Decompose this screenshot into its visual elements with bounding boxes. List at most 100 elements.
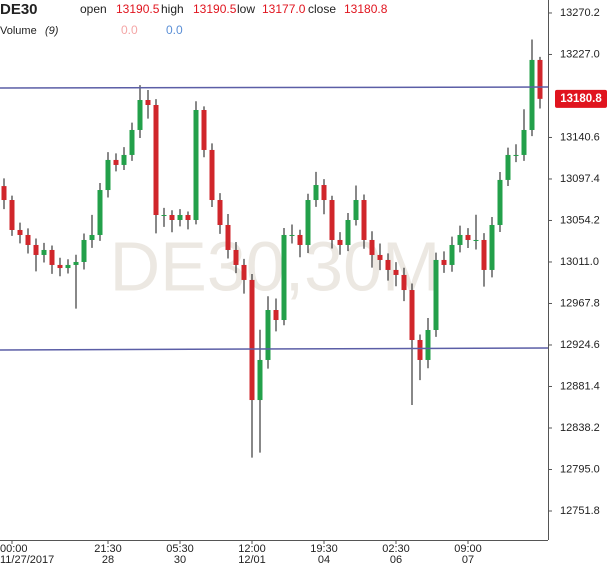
header-label: high: [161, 2, 184, 16]
x-tick-label: 05:30: [166, 543, 194, 555]
candle-body: [73, 261, 79, 265]
candle-body: [241, 264, 247, 280]
candle-body: [417, 339, 423, 360]
candle-body: [289, 234, 295, 236]
candle-body: [233, 249, 239, 265]
candle-body: [441, 259, 447, 265]
candle-body: [281, 234, 287, 321]
x-tick-sublabel: 04: [318, 554, 330, 566]
header-value: 13177.0: [262, 2, 306, 16]
candle-body: [409, 290, 415, 340]
header-label: close: [308, 2, 336, 16]
candle-body: [329, 200, 335, 240]
y-tick-label: 12838.2: [560, 422, 600, 434]
y-tick-label: 13140.6: [560, 131, 600, 143]
candle-body: [505, 154, 511, 180]
candle-body: [337, 239, 343, 245]
candle-body: [201, 109, 207, 150]
x-tick-label: 21:30: [94, 543, 122, 555]
candle-body: [449, 244, 455, 265]
candle-body: [393, 269, 399, 275]
candle-body: [81, 239, 87, 262]
candle-body: [49, 249, 55, 265]
watermark: DE30,30M: [110, 227, 441, 305]
candle-body: [249, 279, 255, 401]
candle-body: [41, 249, 47, 255]
x-tick-sublabel: 06: [390, 554, 402, 566]
candle-body: [177, 215, 183, 220]
y-tick-label: 13227.0: [560, 48, 600, 60]
candle-body: [57, 264, 63, 269]
candle-body: [225, 224, 231, 250]
x-tick-sublabel: 30: [174, 554, 186, 566]
candle-body: [497, 179, 503, 225]
chart-title: DE30: [0, 1, 38, 18]
volume-value: 0.0: [121, 23, 138, 37]
price-badge-label: 13180.8: [560, 93, 602, 105]
header-value: 13190.5: [116, 2, 160, 16]
candle-body: [17, 229, 23, 235]
candle-body: [273, 310, 279, 321]
candle-body: [209, 149, 215, 201]
candle-body: [385, 259, 391, 270]
candle-body: [193, 109, 199, 220]
header-value: 13190.5: [193, 2, 237, 16]
x-tick-sublabel: 12/01: [238, 554, 266, 566]
x-tick-sublabel: 11/27/2017: [0, 554, 54, 566]
y-tick-label: 12795.0: [560, 463, 600, 475]
candle-body: [377, 254, 383, 260]
candle-body: [1, 186, 7, 201]
candle-body: [65, 264, 71, 269]
candle-body: [9, 200, 15, 230]
candle-body: [425, 329, 431, 360]
candle-body: [265, 310, 271, 360]
y-tick-label: 12967.8: [560, 297, 600, 309]
candle-body: [161, 215, 167, 217]
x-tick-label: 00:00: [0, 543, 28, 555]
y-tick-label: 13011.0: [560, 256, 599, 268]
candle-body: [153, 105, 159, 216]
candle-body: [169, 215, 175, 220]
y-tick-label: 13054.2: [560, 214, 600, 226]
volume-value: 0.0: [166, 23, 183, 37]
candle-body: [137, 100, 143, 130]
candle-body: [433, 259, 439, 330]
y-tick-label: 13097.4: [560, 173, 600, 185]
volume-label: Volume: [0, 25, 37, 37]
trend-line: [0, 347, 549, 351]
candle-body: [121, 154, 127, 165]
candle-body: [513, 154, 519, 156]
candle-body: [97, 190, 103, 235]
candle-body: [473, 239, 479, 241]
candle-body: [257, 359, 263, 401]
candle-body: [481, 239, 487, 270]
x-tick-label: 09:00: [454, 543, 482, 555]
header-value: 13180.8: [344, 2, 388, 16]
volume-period: (9): [45, 25, 59, 37]
candle-body: [305, 200, 311, 245]
candle-body: [401, 274, 407, 291]
price-badge: [555, 89, 607, 108]
trend-line: [0, 86, 549, 89]
x-tick-sublabel: 07: [462, 554, 474, 566]
x-tick-label: 19:30: [310, 543, 338, 555]
candle-body: [345, 219, 351, 245]
candle-body: [313, 185, 319, 201]
candle-body: [521, 129, 527, 155]
candle-body: [185, 215, 191, 220]
candle-body: [321, 185, 327, 201]
header-label: open: [80, 2, 107, 16]
y-tick-label: 12751.8: [560, 505, 600, 517]
candle-body: [465, 234, 471, 240]
candle-body: [457, 234, 463, 245]
candle-body: [369, 239, 375, 255]
candle-body: [89, 234, 95, 240]
candle-body: [129, 129, 135, 155]
y-tick-label: 12924.6: [560, 339, 600, 351]
candle-body: [353, 200, 359, 220]
candle-body: [529, 59, 535, 130]
candle-body: [113, 159, 119, 165]
candle-body: [145, 100, 151, 106]
